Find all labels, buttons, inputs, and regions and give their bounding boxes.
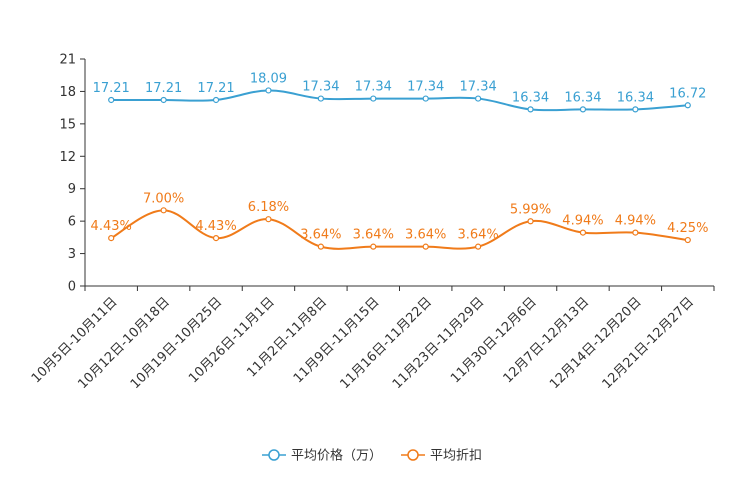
data-point[interactable] <box>684 102 691 109</box>
y-tick-label: 0 <box>68 280 76 295</box>
data-label: 3.64% <box>300 228 341 243</box>
data-label: 17.34 <box>302 80 339 95</box>
data-point[interactable] <box>475 95 482 102</box>
data-label: 4.94% <box>562 214 603 229</box>
data-label: 4.94% <box>615 214 656 229</box>
data-label: 16.34 <box>564 90 601 105</box>
data-point[interactable] <box>265 87 272 94</box>
data-label: 7.00% <box>143 191 184 206</box>
y-tick-label: 12 <box>59 150 76 165</box>
legend-item-avg-price[interactable]: 平均价格（万） <box>262 448 382 464</box>
series-line <box>111 89 688 112</box>
data-label: 17.21 <box>197 81 234 96</box>
data-label: 4.43% <box>91 219 132 234</box>
y-tick-label: 6 <box>68 215 76 230</box>
data-point[interactable] <box>684 236 691 244</box>
x-tick-label: 11月16日-11月22日 <box>337 295 434 392</box>
data-point[interactable] <box>160 207 167 214</box>
data-point[interactable] <box>422 95 429 102</box>
data-label: 17.34 <box>407 80 444 95</box>
data-point[interactable] <box>370 243 377 250</box>
data-label: 3.64% <box>457 228 498 243</box>
x-tick-label: 12月14日-12月20日 <box>547 295 644 392</box>
legend-item-avg-discount[interactable]: 平均折扣 <box>401 449 482 464</box>
data-label: 6.18% <box>248 200 289 215</box>
data-label: 3.64% <box>353 228 394 243</box>
y-tick-label: 15 <box>59 117 76 132</box>
data-label: 5.99% <box>510 202 551 217</box>
legend-marker-icon <box>268 449 280 461</box>
data-point[interactable] <box>108 96 115 104</box>
chart-legend[interactable]: 平均价格（万） 平均折扣 <box>262 448 482 464</box>
x-tick-label: 12月21日-12月27日 <box>600 295 697 392</box>
data-point[interactable] <box>422 243 429 250</box>
data-point[interactable] <box>317 243 324 250</box>
series-avg-price: 17.21 17.21 17.21 18.09 17.34 17.34 17.34 17.34… <box>93 71 706 113</box>
data-label: 4.43% <box>195 219 236 234</box>
data-label: 17.21 <box>93 81 130 96</box>
data-label: 17.21 <box>145 81 182 96</box>
data-point[interactable] <box>108 235 115 242</box>
y-tick-label: 21 <box>59 53 76 68</box>
chart-series: 17.21 17.21 17.21 18.09 17.34 17.34 17.34 17.34… <box>91 71 708 250</box>
data-label: 17.34 <box>355 80 392 95</box>
x-tick-label: 11月23日-11月29日 <box>390 295 487 392</box>
x-tick-label: 10月12日-10月18日 <box>75 295 172 392</box>
data-label: 3.64% <box>405 228 446 243</box>
data-point[interactable] <box>212 235 220 242</box>
data-point[interactable] <box>579 106 587 113</box>
data-label: 17.34 <box>460 80 497 95</box>
data-point[interactable] <box>317 95 324 102</box>
data-point[interactable] <box>527 218 534 225</box>
legend-label: 平均价格（万） <box>291 448 382 464</box>
data-point[interactable] <box>370 95 377 102</box>
legend-label: 平均折扣 <box>430 449 482 464</box>
data-point[interactable] <box>265 216 272 223</box>
data-label: 16.34 <box>617 90 654 105</box>
x-tick-label: 10月5日-10月11日 <box>29 295 121 387</box>
data-label: 16.34 <box>512 90 549 105</box>
y-tick-label: 9 <box>68 182 76 197</box>
x-tick-label: 10月19日-10月25日 <box>128 295 225 392</box>
series-avg-discount: 4.43% 7.00% 4.43% 6.18% 3.64% 3.64% 3.64% 3.64%… <box>91 191 708 250</box>
y-tick-label: 18 <box>59 85 76 100</box>
data-point[interactable] <box>160 96 167 104</box>
data-point[interactable] <box>632 229 639 236</box>
y-tick-label: 3 <box>68 247 76 262</box>
data-point[interactable] <box>527 106 534 113</box>
data-point[interactable] <box>632 106 639 113</box>
data-point[interactable] <box>475 243 482 250</box>
data-label: 16.72 <box>669 86 706 101</box>
data-point[interactable] <box>579 229 587 236</box>
data-point[interactable] <box>212 96 220 104</box>
data-label: 4.25% <box>667 221 708 236</box>
legend-marker-icon <box>407 449 419 461</box>
data-label: 18.09 <box>250 71 287 86</box>
